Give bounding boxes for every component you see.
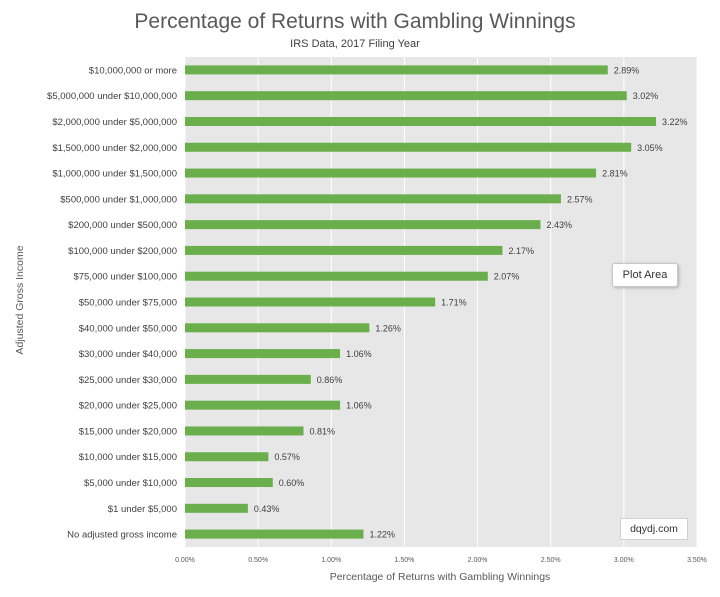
bar[interactable] xyxy=(185,116,657,126)
x-tick-label: 0.50% xyxy=(248,557,268,564)
x-tick-label: 2.50% xyxy=(541,557,561,564)
bar[interactable] xyxy=(185,374,311,384)
bar[interactable] xyxy=(185,503,248,513)
x-tick-labels: 0.00% 0.50% 1.00% 1.50% 2.00% 2.50% 3.00% 3.50% xyxy=(175,557,707,564)
category-label: $10,000 under $15,000 xyxy=(79,452,177,463)
data-label: 1.22% xyxy=(369,530,395,540)
x-tick-label: 3.50% xyxy=(687,557,707,564)
x-tick-label: 3.00% xyxy=(614,557,634,564)
bar[interactable] xyxy=(185,65,608,75)
category-label: $5,000 under $10,000 xyxy=(84,478,177,489)
plot-area-tooltip: Plot Area xyxy=(612,263,678,287)
data-label: 1.26% xyxy=(375,323,401,333)
category-label: $100,000 under $200,000 xyxy=(68,246,177,257)
source-credit: dqydj.com xyxy=(620,518,688,540)
category-label: $1 under $5,000 xyxy=(108,504,177,515)
data-label: 3.22% xyxy=(662,117,688,127)
category-label: $1,500,000 under $2,000,000 xyxy=(52,143,177,154)
chart-subtitle: IRS Data, 2017 Filing Year xyxy=(290,38,420,50)
bar[interactable] xyxy=(185,452,269,462)
category-label: $30,000 under $40,000 xyxy=(79,349,177,360)
category-label: $20,000 under $25,000 xyxy=(79,401,177,412)
bar[interactable] xyxy=(185,91,627,101)
bar[interactable] xyxy=(185,478,273,488)
category-label: $1,000,000 under $1,500,000 xyxy=(52,169,177,180)
x-tick-label: 0.00% xyxy=(175,557,195,564)
data-label: 2.07% xyxy=(494,272,520,282)
category-label: $200,000 under $500,000 xyxy=(68,220,177,231)
data-label: 0.43% xyxy=(254,504,280,514)
y-axis-title: Adjusted Gross Income xyxy=(14,245,26,354)
data-label: 0.57% xyxy=(274,452,300,462)
data-label: 2.57% xyxy=(567,194,593,204)
x-tick-label: 2.00% xyxy=(468,557,488,564)
bar[interactable] xyxy=(185,220,541,230)
bar[interactable] xyxy=(185,297,436,307)
chart-title: Percentage of Returns with Gambling Winn… xyxy=(134,10,575,33)
category-label: No adjusted gross income xyxy=(67,530,177,541)
data-label: 3.02% xyxy=(633,91,659,101)
category-label: $10,000,000 or more xyxy=(89,65,177,76)
bars xyxy=(185,65,657,539)
data-label: 0.81% xyxy=(309,426,335,436)
bar[interactable] xyxy=(185,400,341,410)
category-label: $15,000 under $20,000 xyxy=(79,426,177,437)
bar[interactable] xyxy=(185,529,364,539)
bar[interactable] xyxy=(185,194,561,204)
data-label: 3.05% xyxy=(637,143,663,153)
x-tick-label: 1.00% xyxy=(321,557,341,564)
category-label: $50,000 under $75,000 xyxy=(79,298,177,309)
category-label: $2,000,000 under $5,000,000 xyxy=(52,117,177,128)
bar[interactable] xyxy=(185,245,503,255)
x-axis-title: Percentage of Returns with Gambling Winn… xyxy=(330,571,551,583)
bar[interactable] xyxy=(185,349,341,359)
x-tick-label: 1.50% xyxy=(394,557,414,564)
data-label: 2.43% xyxy=(546,220,572,230)
bar[interactable] xyxy=(185,426,304,436)
bar[interactable] xyxy=(185,168,597,178)
bar[interactable] xyxy=(185,323,370,333)
data-label: 1.06% xyxy=(346,349,372,359)
data-label: 1.71% xyxy=(441,298,467,308)
data-labels: 2.89% 3.02% 3.22% 3.05% 2.81% 2.57% 2.43% 2.17%… xyxy=(254,65,688,539)
data-label: 1.06% xyxy=(346,401,372,411)
data-label: 0.86% xyxy=(317,375,343,385)
data-label: 2.81% xyxy=(602,169,628,179)
category-label: $500,000 under $1,000,000 xyxy=(60,194,177,205)
category-label: $5,000,000 under $10,000,000 xyxy=(47,91,177,102)
category-label: $25,000 under $30,000 xyxy=(79,375,177,386)
data-label: 2.17% xyxy=(508,246,534,256)
category-label: $75,000 under $100,000 xyxy=(73,272,177,283)
data-label: 0.60% xyxy=(279,478,305,488)
data-label: 2.89% xyxy=(614,65,640,75)
bar[interactable] xyxy=(185,271,488,281)
bar[interactable] xyxy=(185,142,632,152)
category-labels: $10,000,000 or more $5,000,000 under $10,… xyxy=(47,65,177,540)
category-label: $40,000 under $50,000 xyxy=(79,323,177,334)
